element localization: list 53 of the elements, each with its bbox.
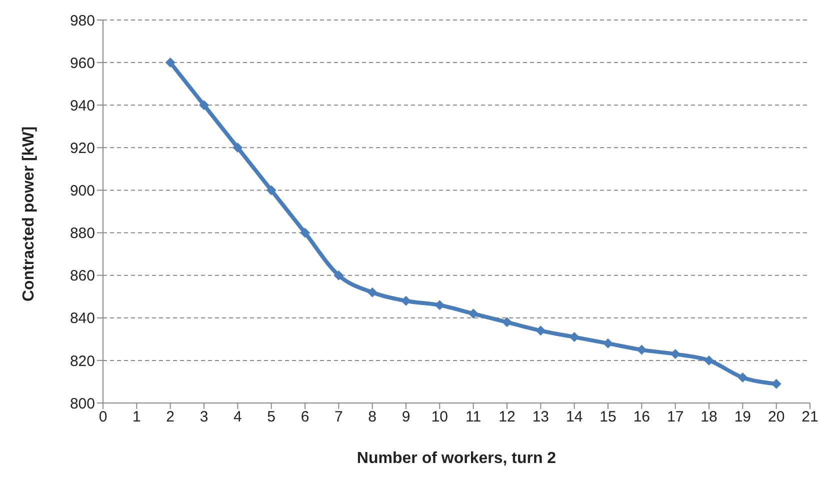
x-tick-label: 18	[700, 408, 718, 426]
x-tick-label: 14	[566, 408, 583, 426]
y-tick-label: 800	[70, 395, 95, 412]
point	[266, 185, 276, 196]
x-tick-label: 2	[166, 408, 175, 426]
y-tick-label: 920	[70, 140, 95, 157]
point	[401, 296, 411, 306]
point	[300, 228, 310, 238]
x-tick-label: 11	[466, 408, 482, 426]
x-tick-label: 0	[98, 408, 108, 426]
point	[502, 317, 512, 328]
x-tick-label: 6	[300, 408, 310, 426]
y-tick-label: 960	[70, 54, 95, 72]
y-tick-label: 820	[70, 352, 95, 370]
x-tick-label: 19	[734, 408, 752, 426]
point	[738, 372, 748, 382]
y-tick-label: 840	[70, 310, 95, 328]
point	[199, 100, 209, 110]
y-tick-label: 980	[70, 12, 95, 30]
y-axis-title: Contracted power [kW]	[20, 126, 38, 302]
x-tick-label: 4	[233, 408, 242, 426]
y-tick-label: 860	[70, 268, 95, 285]
point	[771, 378, 782, 389]
point	[536, 326, 546, 336]
point	[334, 270, 344, 280]
y-tick-label: 940	[70, 97, 95, 114]
x-tick-label: 17	[666, 408, 684, 426]
x-tick-label: 9	[402, 408, 410, 426]
x-tick-label: 16	[633, 408, 650, 426]
x-tick-label: 3	[200, 408, 208, 426]
x-tick-label: 13	[532, 408, 550, 426]
y-tick-label: 900	[70, 182, 95, 200]
point	[704, 355, 714, 366]
x-tick-label: 15	[600, 408, 616, 426]
point	[232, 142, 243, 153]
x-tick-label: 1	[132, 408, 141, 426]
point	[569, 332, 580, 342]
x-tick-label: 21	[802, 408, 818, 426]
x-tick-label: 5	[267, 408, 276, 426]
x-tick-label: 12	[498, 408, 516, 426]
x-tick-label: 20	[768, 408, 785, 426]
x-axis-title: Number of workers, turn 2	[356, 450, 556, 467]
point	[603, 338, 613, 348]
point	[434, 300, 445, 310]
x-tick-label: 10	[431, 408, 448, 426]
point	[468, 308, 478, 319]
x-tick-label: 8	[368, 408, 377, 426]
x-tick-label: 7	[334, 408, 343, 426]
point	[670, 349, 680, 360]
point	[165, 58, 176, 68]
point	[367, 287, 378, 298]
y-tick-label: 880	[70, 225, 95, 242]
point	[636, 344, 647, 355]
